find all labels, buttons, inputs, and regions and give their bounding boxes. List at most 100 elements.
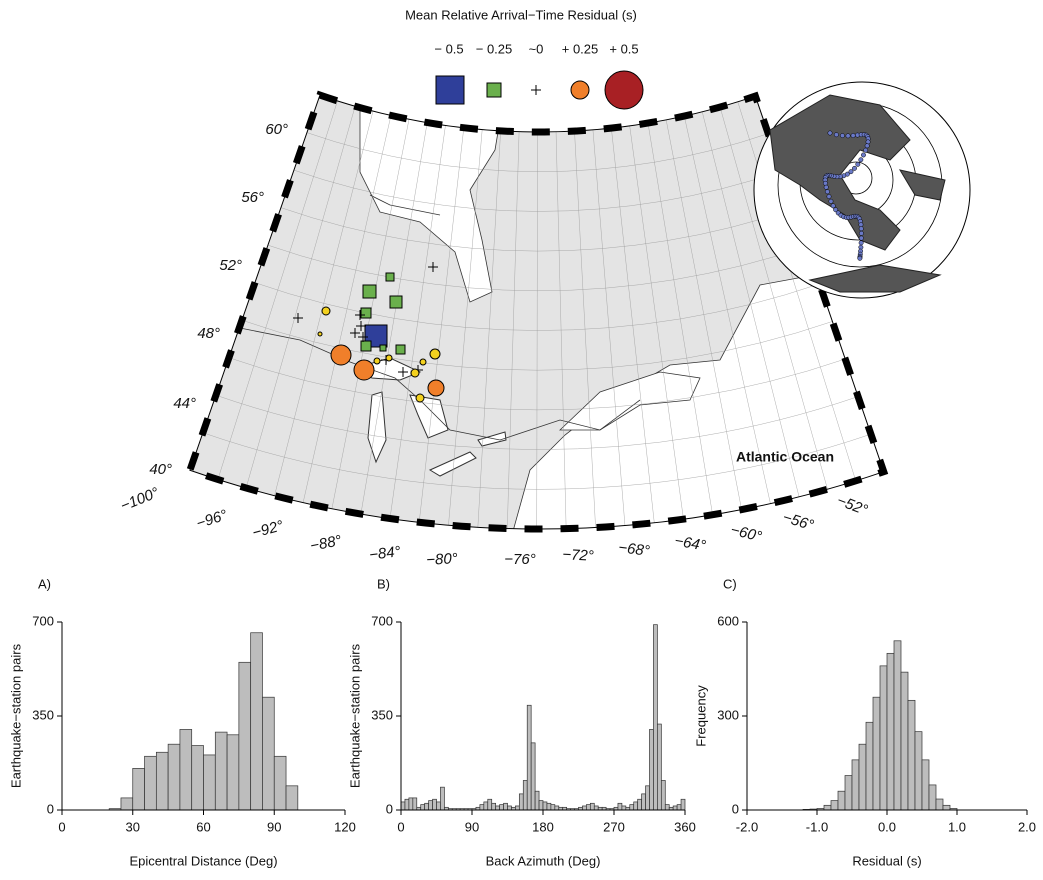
y-axis-label: Frequency [693, 685, 708, 747]
bar [866, 722, 873, 810]
page: Mean Relative Arrival−Time Residual (s) … [0, 0, 1043, 880]
bar [425, 803, 429, 810]
longitude-label: −64° [673, 532, 707, 554]
bar [901, 672, 908, 810]
bar [915, 732, 922, 810]
event-dot [859, 227, 863, 231]
bar [555, 806, 559, 810]
x-tick-label: 90 [267, 819, 281, 834]
bar [922, 760, 929, 810]
event-dot [824, 185, 828, 189]
x-tick-label: 60 [196, 819, 210, 834]
x-tick-label: 180 [532, 819, 554, 834]
marker [380, 345, 386, 351]
bar [677, 805, 681, 810]
bar [936, 799, 943, 810]
marker [331, 345, 351, 365]
latitude-label: 40° [149, 461, 172, 478]
bar [618, 803, 622, 810]
bar [665, 805, 669, 810]
panel-label: B) [377, 576, 390, 591]
bar [519, 794, 523, 810]
bar [204, 755, 216, 810]
x-axis-label: Epicentral Distance (Deg) [129, 853, 277, 868]
y-tick-label: 700 [371, 613, 393, 628]
bar [133, 768, 145, 810]
bar [527, 705, 531, 810]
bar [484, 802, 488, 810]
event-dot [859, 222, 863, 226]
bar [215, 732, 227, 810]
bar [440, 787, 444, 810]
x-tick-label: 0.0 [878, 819, 896, 834]
x-tick-label: 2.0 [1018, 819, 1036, 834]
bar [590, 803, 594, 810]
legend-symbol [571, 81, 589, 99]
marker [361, 308, 371, 318]
event-dot [863, 148, 867, 152]
legend-label: + 0.5 [609, 41, 638, 56]
histogram: A)03507000306090120Epicentral Distance (… [8, 576, 355, 868]
latitude-label: 48° [197, 325, 220, 342]
x-axis-label: Back Azimuth (Deg) [486, 853, 601, 868]
y-tick-label: 600 [717, 613, 739, 628]
event-dot [831, 204, 835, 208]
bar [543, 802, 547, 810]
bar [508, 806, 512, 810]
bar [681, 799, 685, 810]
event-dot [859, 241, 863, 245]
marker [354, 360, 374, 380]
bar [488, 799, 492, 810]
longitude-label: −56° [781, 509, 816, 534]
bar [145, 756, 157, 810]
bar [409, 798, 413, 810]
bar [496, 806, 500, 810]
y-tick-label: 0 [732, 801, 739, 816]
event-dot [852, 166, 856, 170]
bar [673, 806, 677, 810]
bar [492, 803, 496, 810]
event-dot [856, 162, 860, 166]
longitude-label: −60° [729, 521, 764, 545]
event-dot [828, 131, 832, 135]
marker [386, 273, 394, 281]
legend-label: ~0 [529, 41, 544, 56]
legend-symbol [436, 76, 464, 104]
histogram: B)0350700090180270360Back Azimuth (Deg)E… [347, 576, 695, 868]
bar [582, 806, 586, 810]
y-tick-label: 300 [717, 707, 739, 722]
latitude-label: 56° [241, 189, 264, 206]
marker [390, 296, 402, 308]
longitude-label: −76° [504, 551, 535, 568]
bar [824, 805, 831, 810]
event-dot [859, 231, 863, 235]
bar [180, 729, 192, 810]
legend-title: Mean Relative Arrival−Time Residual (s) [405, 7, 637, 22]
bar [653, 625, 657, 810]
latitude-label: 44° [173, 395, 196, 412]
bar [650, 729, 654, 810]
y-tick-label: 350 [32, 707, 54, 722]
panel-label: A) [38, 576, 51, 591]
bar [156, 752, 168, 810]
event-dot [825, 190, 829, 194]
bar [929, 785, 936, 810]
bar [523, 780, 527, 810]
longitude-label: −100° [118, 484, 161, 515]
x-tick-label: 0 [58, 819, 65, 834]
marker [374, 358, 380, 364]
marker [322, 307, 330, 315]
legend-label: − 0.25 [476, 41, 513, 56]
legend-label: − 0.5 [434, 41, 463, 56]
x-tick-label: -1.0 [806, 819, 828, 834]
marker [420, 359, 426, 365]
bar [433, 799, 437, 810]
marker [396, 345, 405, 354]
bar [838, 791, 845, 810]
longitude-label: −72° [562, 546, 594, 565]
event-dot [859, 236, 863, 240]
longitude-label: −80° [426, 550, 458, 569]
bar [943, 805, 950, 810]
bar [642, 794, 646, 810]
